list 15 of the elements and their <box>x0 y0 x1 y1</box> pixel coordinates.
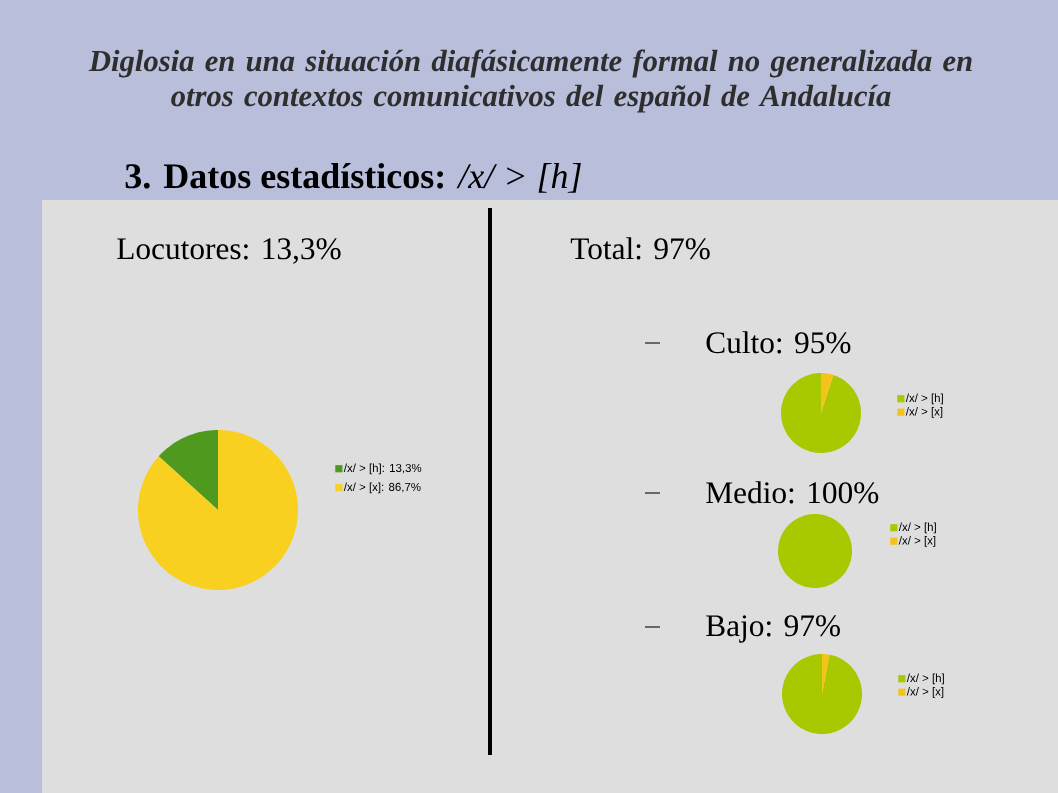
text: Diglosia en una situación diafásicamente formal no generalizada en otros contextos comunicativos del español de Andalucía <box>88 49 972 113</box>
legend-label: /x/ > [h] <box>898 522 936 534</box>
legend-label: /x/ > [x] <box>906 687 944 698</box>
chart-title: Locutores: 13,3% <box>117 238 341 264</box>
chart-title: Culto: 95% <box>706 331 851 354</box>
text: Total: 97% <box>570 237 710 260</box>
legend-label: /x/ > [h]: 13,3% <box>343 463 422 475</box>
legend-label: /x/ > [h] <box>906 673 944 685</box>
legend-label: /x/ > [x] <box>905 407 943 418</box>
legend-label: /x/ > [h] <box>905 393 943 405</box>
chart-title: Bajo: 97% <box>706 615 840 643</box>
legend-label: /x/ > [x] <box>898 536 936 547</box>
chart-title: Medio: 100% <box>706 481 879 504</box>
text: 3. Datos estadísticos: /x/ > [h] <box>125 162 581 193</box>
legend-label: /x/ > [x]: 86,7% <box>343 482 421 494</box>
